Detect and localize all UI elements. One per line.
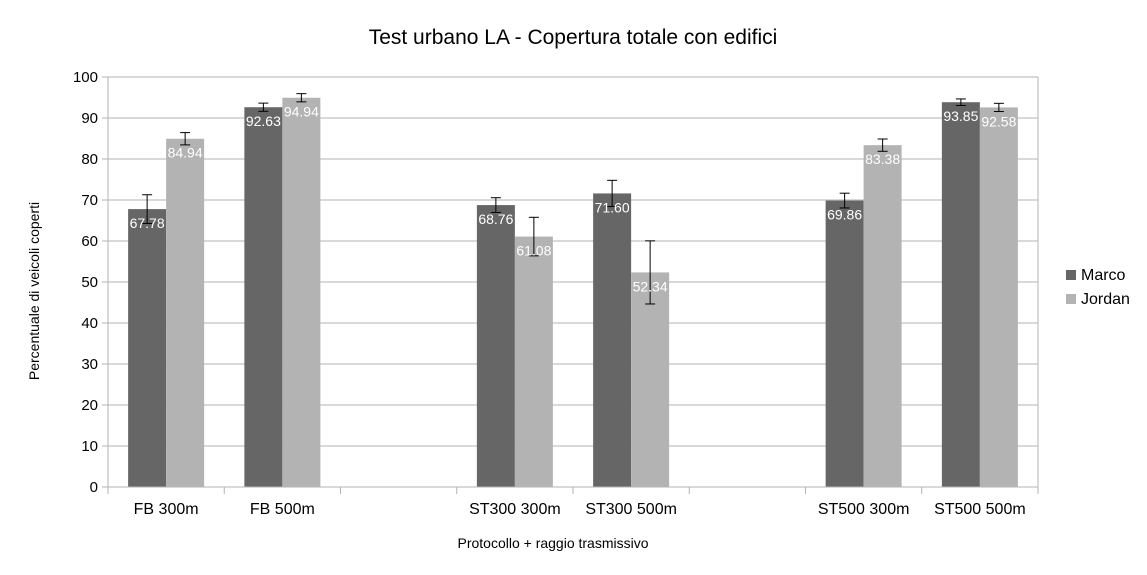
y-tick-label-6: 60 bbox=[81, 233, 98, 250]
chart-title: Test urbano LA - Copertura totale con ed… bbox=[369, 26, 778, 49]
bar-marco-3 bbox=[476, 205, 515, 488]
data-label-marco-6: 69.86 bbox=[827, 207, 862, 223]
data-label-jordan-6: 83.38 bbox=[865, 151, 900, 167]
bar-jordan-1 bbox=[282, 97, 321, 487]
bar-jordan-3 bbox=[514, 236, 553, 487]
data-label-marco-4: 71.60 bbox=[595, 199, 630, 215]
x-tick-label-1: FB 500m bbox=[250, 501, 315, 518]
data-label-jordan-1: 94.94 bbox=[284, 104, 319, 120]
data-label-marco-3: 68.76 bbox=[478, 211, 513, 227]
y-tick-label-4: 40 bbox=[81, 315, 98, 332]
error-bars bbox=[142, 93, 1004, 305]
y-tick-label-3: 30 bbox=[81, 356, 98, 373]
legend: Marco Jordan bbox=[1066, 267, 1130, 308]
x-axis-title: Protocollo + raggio trasmissivo bbox=[457, 535, 648, 551]
x-tick-label-3: ST300 300m bbox=[469, 501, 561, 518]
y-tick-label-9: 90 bbox=[81, 110, 98, 127]
data-label-jordan-7: 92.58 bbox=[981, 113, 1016, 129]
data-label-marco-1: 92.63 bbox=[246, 113, 281, 129]
legend-swatch-jordan bbox=[1066, 294, 1076, 304]
y-tick-label-2: 20 bbox=[81, 397, 98, 414]
data-label-jordan-0: 84.94 bbox=[168, 145, 203, 161]
data-label-marco-7: 93.85 bbox=[943, 108, 978, 124]
bar-marco-6 bbox=[825, 200, 864, 487]
y-tick-label-7: 70 bbox=[81, 192, 98, 209]
bar-marco-4 bbox=[593, 193, 632, 487]
bar-jordan-0 bbox=[166, 138, 205, 487]
bar-marco-1 bbox=[244, 107, 283, 487]
axes: 0 10 20 30 40 50 60 70 80 90 100 FB 300m FB 500m ST30… bbox=[73, 69, 1039, 518]
y-axis-title: Percentuale di veicoli coperti bbox=[26, 202, 42, 380]
y-tick-label-5: 50 bbox=[81, 274, 98, 291]
bar-jordan-4 bbox=[631, 272, 670, 487]
bar-marco-0 bbox=[128, 209, 167, 488]
x-tick-label-4: ST300 500m bbox=[585, 501, 677, 518]
y-tick-label-10: 100 bbox=[73, 69, 98, 86]
legend-swatch-marco bbox=[1066, 270, 1076, 280]
x-tick-label-0: FB 300m bbox=[134, 501, 199, 518]
bar-jordan-6 bbox=[863, 145, 902, 487]
data-labels: 67.78 92.63 68.76 71.60 69.86 93.85 84.94 94.94… bbox=[130, 104, 1017, 295]
legend-label-jordan: Jordan bbox=[1081, 291, 1130, 308]
bars bbox=[128, 97, 1018, 488]
bar-marco-7 bbox=[941, 102, 980, 487]
x-tick-label-7: ST500 500m bbox=[934, 501, 1026, 518]
bar-jordan-7 bbox=[979, 107, 1018, 487]
y-tick-label-1: 10 bbox=[81, 438, 98, 455]
legend-label-marco: Marco bbox=[1081, 267, 1126, 284]
y-tick-label-8: 80 bbox=[81, 151, 98, 168]
data-label-jordan-4: 52.34 bbox=[633, 278, 668, 294]
x-tick-label-6: ST500 300m bbox=[818, 501, 910, 518]
y-tick-label-0: 0 bbox=[90, 479, 98, 496]
data-label-jordan-3: 61.08 bbox=[516, 243, 551, 259]
data-label-marco-0: 67.78 bbox=[130, 215, 165, 231]
